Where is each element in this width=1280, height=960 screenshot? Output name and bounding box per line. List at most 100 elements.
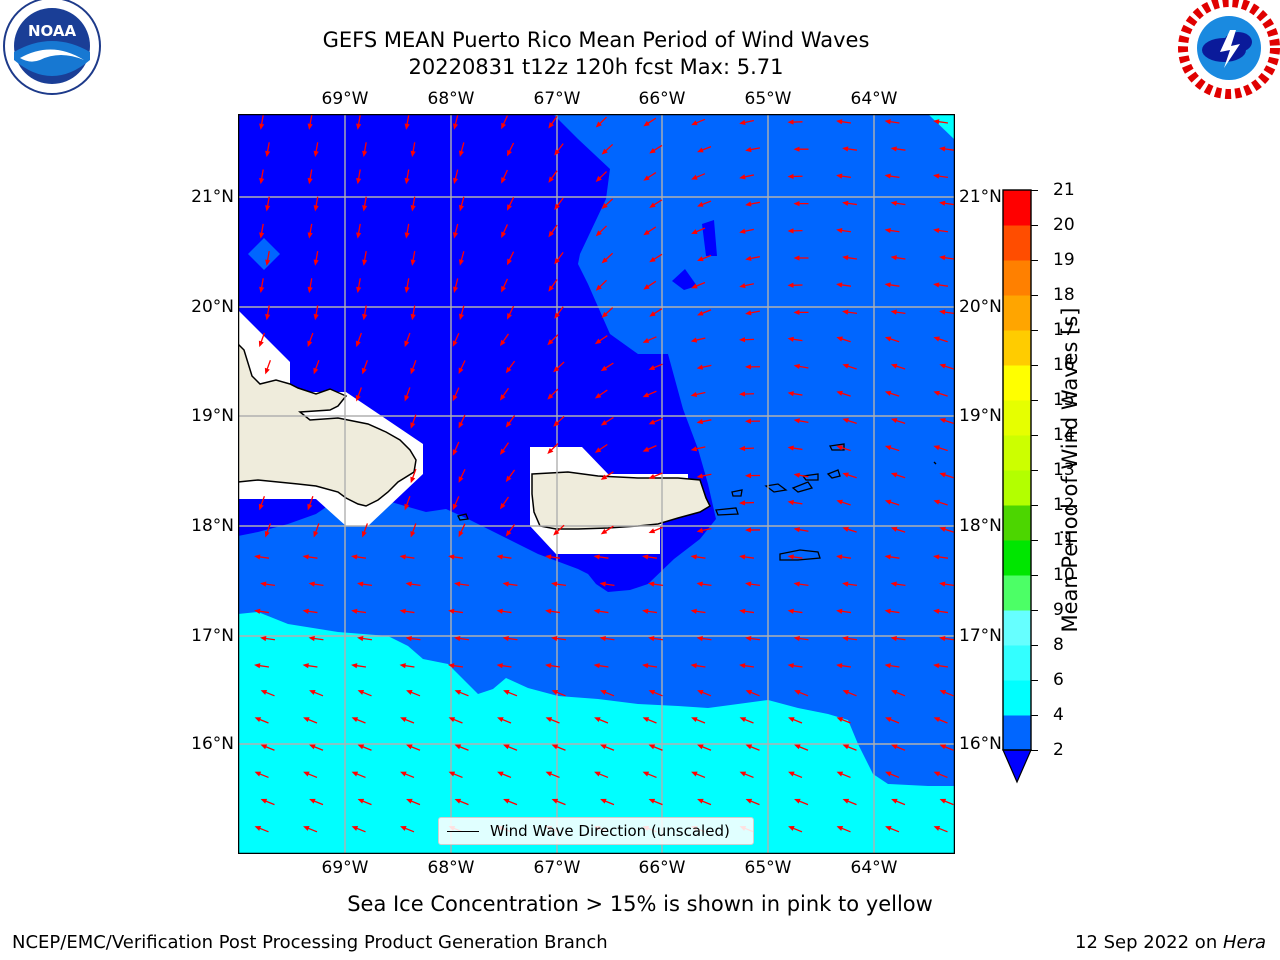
wind-wave-arrow [933,390,948,397]
wind-wave-arrow [787,119,803,125]
wind-wave-arrow [884,445,900,452]
wind-wave-arrow [939,418,954,424]
wind-wave-arrow [697,798,712,806]
wind-wave-arrow [458,305,465,321]
wind-wave-arrow [505,360,516,374]
colorbar-tick-mark [1031,260,1038,261]
wind-wave-arrow [794,798,809,806]
wind-wave-arrow [593,554,609,560]
wind-wave-arrow [745,527,761,533]
wind-wave-arrow [307,332,314,348]
wind-wave-arrow [454,798,469,806]
wind-wave-arrow [357,635,373,642]
wind-wave-arrow [499,387,510,401]
wind-wave-arrow [258,495,266,511]
lon-tick-top: 67°W [533,89,581,109]
wind-wave-arrow [739,554,755,560]
island [791,481,814,493]
wind-wave-arrow [642,445,657,452]
wind-wave-arrow [884,663,900,669]
wind-wave-arrow [739,663,755,669]
wind-wave-arrow [600,525,614,535]
wind-wave-arrow [793,635,809,642]
wind-wave-arrow [691,281,706,289]
wind-wave-arrow [506,305,515,320]
wind-wave-arrow [691,173,706,180]
wind-wave-arrow [787,336,803,342]
wind-wave-arrow [739,445,755,452]
wind-wave-arrow [254,608,270,614]
wind-wave-arrow [696,364,712,370]
wind-wave-arrow [842,581,858,587]
wind-wave-arrow [745,798,760,806]
wind-wave-arrow [260,690,275,697]
wind-wave-arrow [302,608,318,614]
wind-wave-arrow [265,142,271,158]
wind-wave-arrow [313,305,319,321]
wind-wave-arrow [649,308,663,317]
wind-wave-arrow [745,581,761,587]
wind-wave-arrow [307,169,313,185]
wind-wave-arrow [939,798,954,806]
wind-wave-arrow [939,635,955,642]
island [715,507,739,516]
colorbar-tick-label: 4 [1053,705,1064,725]
lon-tick-bottom: 69°W [321,858,369,878]
wind-wave-arrow [691,118,706,126]
wind-wave-arrow [697,146,712,153]
wind-wave-arrow [836,336,851,343]
colorbar-segment [1003,260,1031,296]
wind-wave-arrow [452,115,459,130]
colorbar-tick-label: 16 [1053,355,1075,375]
lat-tick-right: 16°N [959,734,1002,754]
wind-wave-arrow [452,387,460,402]
region-period-4-6 [238,612,955,854]
wind-wave-arrow [551,798,566,806]
colorbar-tick-mark [1031,575,1038,576]
wind-wave-arrow [836,826,851,833]
wind-wave-arrow [548,170,558,183]
lon-tick-top: 65°W [744,89,792,109]
colorbar-segment [1003,330,1031,366]
wind-wave-arrow [884,119,900,125]
wind-wave-arrow [842,146,858,152]
wind-wave-arrow [458,196,465,212]
wind-wave-arrow [793,363,809,370]
wind-wave-arrow [501,169,509,184]
wind-wave-arrow [697,200,712,207]
wind-wave-arrow [939,690,954,697]
wind-wave-arrow [553,524,565,536]
lon-tick-bottom: 67°W [533,858,581,878]
wind-wave-arrow [739,174,754,180]
colorbar-tick-label: 9 [1053,600,1064,620]
wind-wave-arrow [506,197,515,211]
colorbar-tick-mark [1031,225,1038,226]
wind-wave-arrow [933,336,948,343]
wind-wave-arrow [308,581,324,587]
wind-wave-arrow [642,390,657,398]
footer-date: 12 Sep 2022 on [1075,932,1223,953]
wind-wave-arrow [793,201,809,207]
colorbar-tick-label: 18 [1053,285,1075,305]
wind-wave-arrow [933,608,949,614]
wind-wave-arrow [933,282,949,288]
footer-host: Hera [1222,932,1266,953]
wind-wave-arrow [362,142,368,158]
wind-wave-arrow [545,717,560,724]
wind-wave-arrow [404,169,410,185]
lat-tick-left: 19°N [191,406,234,426]
wind-wave-arrow [739,717,754,724]
wind-wave-arrow [600,362,614,372]
wind-wave-arrow [842,472,857,479]
colorbar-segment [1003,610,1031,646]
wind-wave-arrow [884,554,900,560]
wind-wave-arrow [410,468,417,484]
wind-wave-arrow [788,717,803,724]
wind-wave-arrow [600,690,615,697]
wind-wave-arrow [309,798,324,806]
wind-wave-arrow [547,443,559,455]
wind-wave-arrow [836,390,851,397]
wind-wave-arrow [745,418,761,424]
wind-wave-arrow [254,826,269,833]
wind-wave-arrow [793,146,809,152]
